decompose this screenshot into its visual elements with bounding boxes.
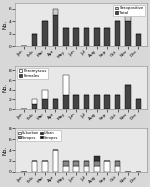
Bar xyxy=(63,27,69,46)
Bar xyxy=(32,161,38,172)
Bar xyxy=(42,99,48,109)
Bar xyxy=(104,27,110,46)
Legend: Peromyscus, Females: Peromyscus, Females xyxy=(17,68,48,79)
Bar xyxy=(52,9,58,15)
Bar xyxy=(125,21,131,46)
Bar xyxy=(52,99,58,109)
Bar xyxy=(84,95,89,109)
Bar xyxy=(42,21,48,46)
Bar xyxy=(94,156,100,161)
Bar xyxy=(94,161,100,166)
Bar xyxy=(32,104,38,109)
Bar xyxy=(104,95,110,109)
Bar xyxy=(52,150,58,172)
Bar xyxy=(115,166,120,172)
Bar xyxy=(63,166,69,172)
Bar xyxy=(84,27,89,46)
Bar xyxy=(125,85,131,109)
Bar xyxy=(32,34,38,46)
Bar xyxy=(94,27,100,46)
Bar xyxy=(63,95,69,109)
Bar xyxy=(115,161,120,166)
Legend: Seropositive, Total: Seropositive, Total xyxy=(113,5,145,16)
Bar xyxy=(94,95,100,109)
Bar xyxy=(84,161,89,166)
Bar xyxy=(104,161,110,172)
Bar xyxy=(73,95,79,109)
Bar xyxy=(63,161,69,166)
Y-axis label: No.: No. xyxy=(3,83,8,92)
Y-axis label: No.: No. xyxy=(3,145,8,155)
Bar xyxy=(115,21,120,46)
Bar xyxy=(135,34,141,46)
Bar xyxy=(135,99,141,109)
Bar xyxy=(42,161,48,172)
Bar xyxy=(73,161,79,166)
Legend: Suburban, Seropos., Urban, Seropos.: Suburban, Seropos., Urban, Seropos. xyxy=(17,130,60,141)
Bar xyxy=(63,75,69,95)
Bar xyxy=(52,15,58,46)
Bar xyxy=(73,166,79,172)
Bar xyxy=(115,95,120,109)
Bar xyxy=(42,90,48,99)
Bar xyxy=(32,99,38,104)
Bar xyxy=(94,166,100,172)
Y-axis label: No.: No. xyxy=(3,20,8,29)
Bar xyxy=(125,15,131,21)
Bar xyxy=(84,166,89,172)
Bar xyxy=(73,27,79,46)
